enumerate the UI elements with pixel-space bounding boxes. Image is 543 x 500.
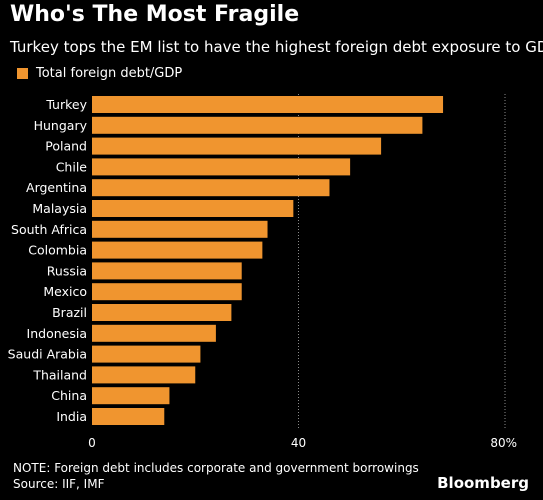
category-label: Poland — [45, 139, 87, 154]
bloomberg-logo: Bloomberg — [437, 474, 529, 492]
category-label: Brazil — [52, 305, 87, 320]
category-label: Russia — [47, 263, 87, 278]
bar — [92, 345, 201, 363]
category-label: Mexico — [43, 284, 87, 299]
bar — [92, 366, 196, 384]
legend-swatch — [17, 68, 28, 79]
footer: NOTE: Foreign debt includes corporate an… — [13, 460, 419, 492]
x-tick-label: 40 — [291, 436, 306, 450]
x-tick-label: 0 — [88, 436, 96, 450]
category-label: Chile — [56, 159, 88, 174]
bar — [92, 283, 242, 301]
category-label: Thailand — [32, 367, 87, 382]
category-label: Colombia — [28, 243, 87, 258]
bar — [92, 408, 165, 425]
bar — [92, 158, 351, 176]
bar — [92, 179, 330, 197]
chart-subtitle: Turkey tops the EM list to have the high… — [10, 38, 543, 56]
legend-label: Total foreign debt/GDP — [36, 66, 183, 81]
category-label: Saudi Arabia — [8, 347, 87, 362]
bar — [92, 262, 242, 280]
category-label: Indonesia — [27, 326, 87, 341]
legend: Total foreign debt/GDP — [17, 66, 182, 81]
bar — [92, 116, 423, 134]
bar — [92, 304, 232, 321]
bar-chart: 0 40 80% Turkey Hungary Poland Chile Argentina M… — [8, 94, 517, 450]
bar — [92, 324, 216, 342]
category-label: Turkey — [45, 97, 87, 112]
category-label: China — [51, 388, 87, 403]
source-note: Source: IIF, IMF — [13, 477, 105, 491]
bar — [92, 96, 444, 113]
footnote: NOTE: Foreign debt includes corporate an… — [13, 461, 419, 475]
category-label: South Africa — [11, 222, 87, 237]
x-tick-label: 80% — [490, 436, 517, 450]
bar — [92, 387, 170, 405]
bar — [92, 241, 263, 259]
bar — [92, 200, 294, 217]
category-label: India — [56, 409, 87, 424]
bar — [92, 137, 382, 155]
category-label: Argentina — [26, 180, 87, 195]
category-label: Malaysia — [32, 201, 87, 216]
bar — [92, 220, 268, 238]
category-label: Hungary — [34, 118, 88, 133]
chart-title: Who's The Most Fragile — [10, 2, 300, 27]
